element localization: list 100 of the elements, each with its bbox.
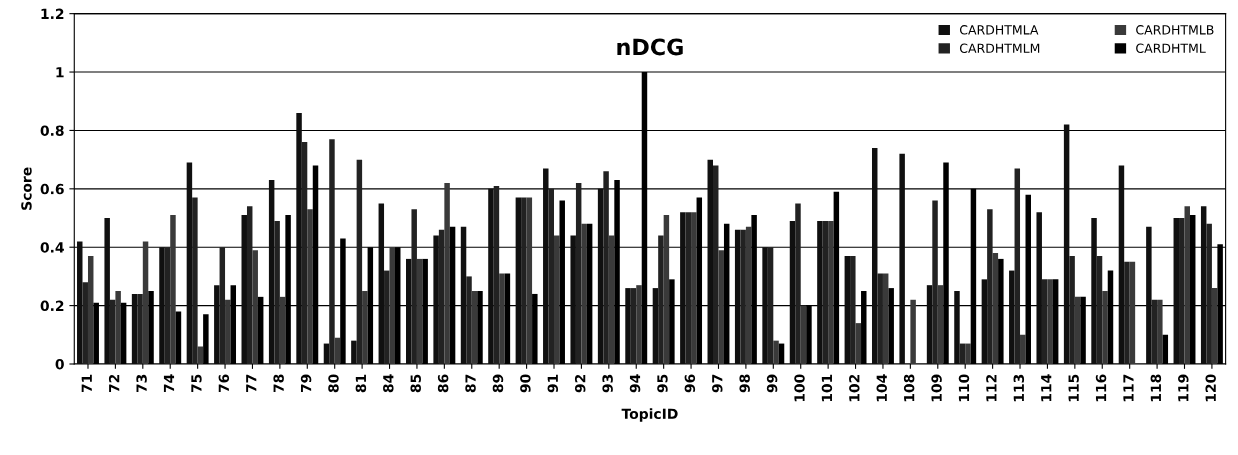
- bar: [1009, 270, 1015, 364]
- bar: [219, 247, 226, 364]
- bar: [433, 235, 439, 364]
- bar: [329, 139, 335, 364]
- bar: [575, 182, 582, 364]
- bar: [301, 142, 308, 364]
- x-tick-label: 85: [410, 374, 421, 393]
- bar: [554, 235, 560, 364]
- bar: [362, 291, 368, 364]
- bar: [471, 291, 478, 364]
- bar: [164, 247, 171, 364]
- bar: [855, 323, 862, 364]
- bar: [981, 279, 988, 364]
- x-tick-label: 112: [986, 374, 997, 402]
- bar: [192, 197, 198, 364]
- bar: [1200, 206, 1207, 364]
- bar: [197, 346, 204, 364]
- bar: [954, 291, 960, 364]
- bar: [526, 197, 533, 364]
- bar: [658, 235, 664, 364]
- x-tick-label: 92: [574, 374, 586, 393]
- y-tick-label: 0.4: [40, 242, 64, 253]
- bar: [899, 153, 905, 364]
- bar: [932, 200, 938, 364]
- bar: [800, 305, 807, 364]
- bar: [356, 159, 363, 364]
- x-tick-label: 116: [1095, 374, 1107, 402]
- x-axis-title: TopicID: [621, 408, 678, 422]
- y-axis-title: Score: [21, 167, 32, 210]
- bar: [608, 235, 615, 364]
- bar: [1146, 226, 1152, 364]
- x-tick-label: 95: [657, 374, 668, 393]
- x-tick-label: 97: [712, 374, 723, 393]
- bar: [279, 296, 286, 364]
- bar: [877, 273, 883, 364]
- bar: [597, 188, 604, 364]
- bar: [882, 273, 889, 364]
- bar: [987, 209, 993, 364]
- x-tick-label: 100: [794, 374, 805, 402]
- bar: [543, 168, 549, 364]
- bar: [1047, 279, 1053, 364]
- y-tick-label: 1.2: [41, 8, 64, 19]
- bar: [1157, 299, 1163, 364]
- x-tick-label: 72: [108, 374, 120, 393]
- bar: [1063, 124, 1070, 364]
- legend-label: CARDHTMLA: [959, 25, 1039, 35]
- bar: [466, 276, 472, 364]
- bar: [488, 188, 494, 364]
- bar: [521, 197, 527, 364]
- bar: [214, 285, 220, 364]
- bar: [636, 285, 642, 364]
- bar: [384, 270, 390, 364]
- x-tick-label: 71: [81, 374, 92, 393]
- x-tick-label: 76: [218, 374, 230, 393]
- x-tick-label: 113: [1013, 374, 1025, 402]
- bar: [159, 247, 165, 364]
- bar: [351, 340, 357, 364]
- bar: [1041, 279, 1048, 364]
- bar: [1118, 165, 1125, 364]
- bar: [252, 250, 258, 364]
- y-tick-label: 0.2: [40, 300, 64, 312]
- x-tick-label: 94: [629, 374, 641, 393]
- legend-label: CARDHTML: [1136, 43, 1206, 53]
- x-tick-label: 96: [684, 374, 696, 393]
- bar: [77, 241, 83, 364]
- bar: [137, 293, 143, 364]
- bar: [822, 220, 829, 364]
- bar: [570, 235, 576, 364]
- bar: [241, 215, 247, 364]
- bar: [1211, 288, 1218, 364]
- x-tick-label: 91: [547, 374, 559, 393]
- bar: [416, 258, 423, 364]
- x-tick-label: 98: [739, 374, 750, 393]
- bar: [548, 188, 555, 364]
- bar: [1069, 255, 1075, 364]
- bar: [170, 215, 176, 364]
- bar: [992, 253, 999, 364]
- bar: [1020, 334, 1026, 364]
- bar: [87, 255, 94, 364]
- x-tick-label: 115: [1068, 374, 1079, 402]
- bar: [115, 291, 121, 364]
- legend-label: CARDHTMLB: [1136, 25, 1214, 35]
- bar: [389, 247, 396, 364]
- bar: [296, 112, 302, 364]
- y-tick-label: 0: [55, 358, 64, 370]
- x-tick-label: 77: [246, 374, 257, 393]
- bar: [850, 255, 856, 364]
- x-tick-label: 99: [766, 374, 778, 393]
- x-tick-label: 101: [821, 374, 833, 402]
- bar: [460, 226, 467, 364]
- bar: [186, 162, 193, 364]
- bar: [1102, 291, 1108, 364]
- bar: [438, 229, 445, 364]
- x-tick-label: 80: [328, 374, 339, 393]
- bar: [1074, 296, 1081, 364]
- bar: [1173, 218, 1180, 364]
- bar: [515, 197, 522, 364]
- bar: [603, 171, 609, 364]
- bar: [718, 250, 724, 364]
- bar: [691, 212, 697, 364]
